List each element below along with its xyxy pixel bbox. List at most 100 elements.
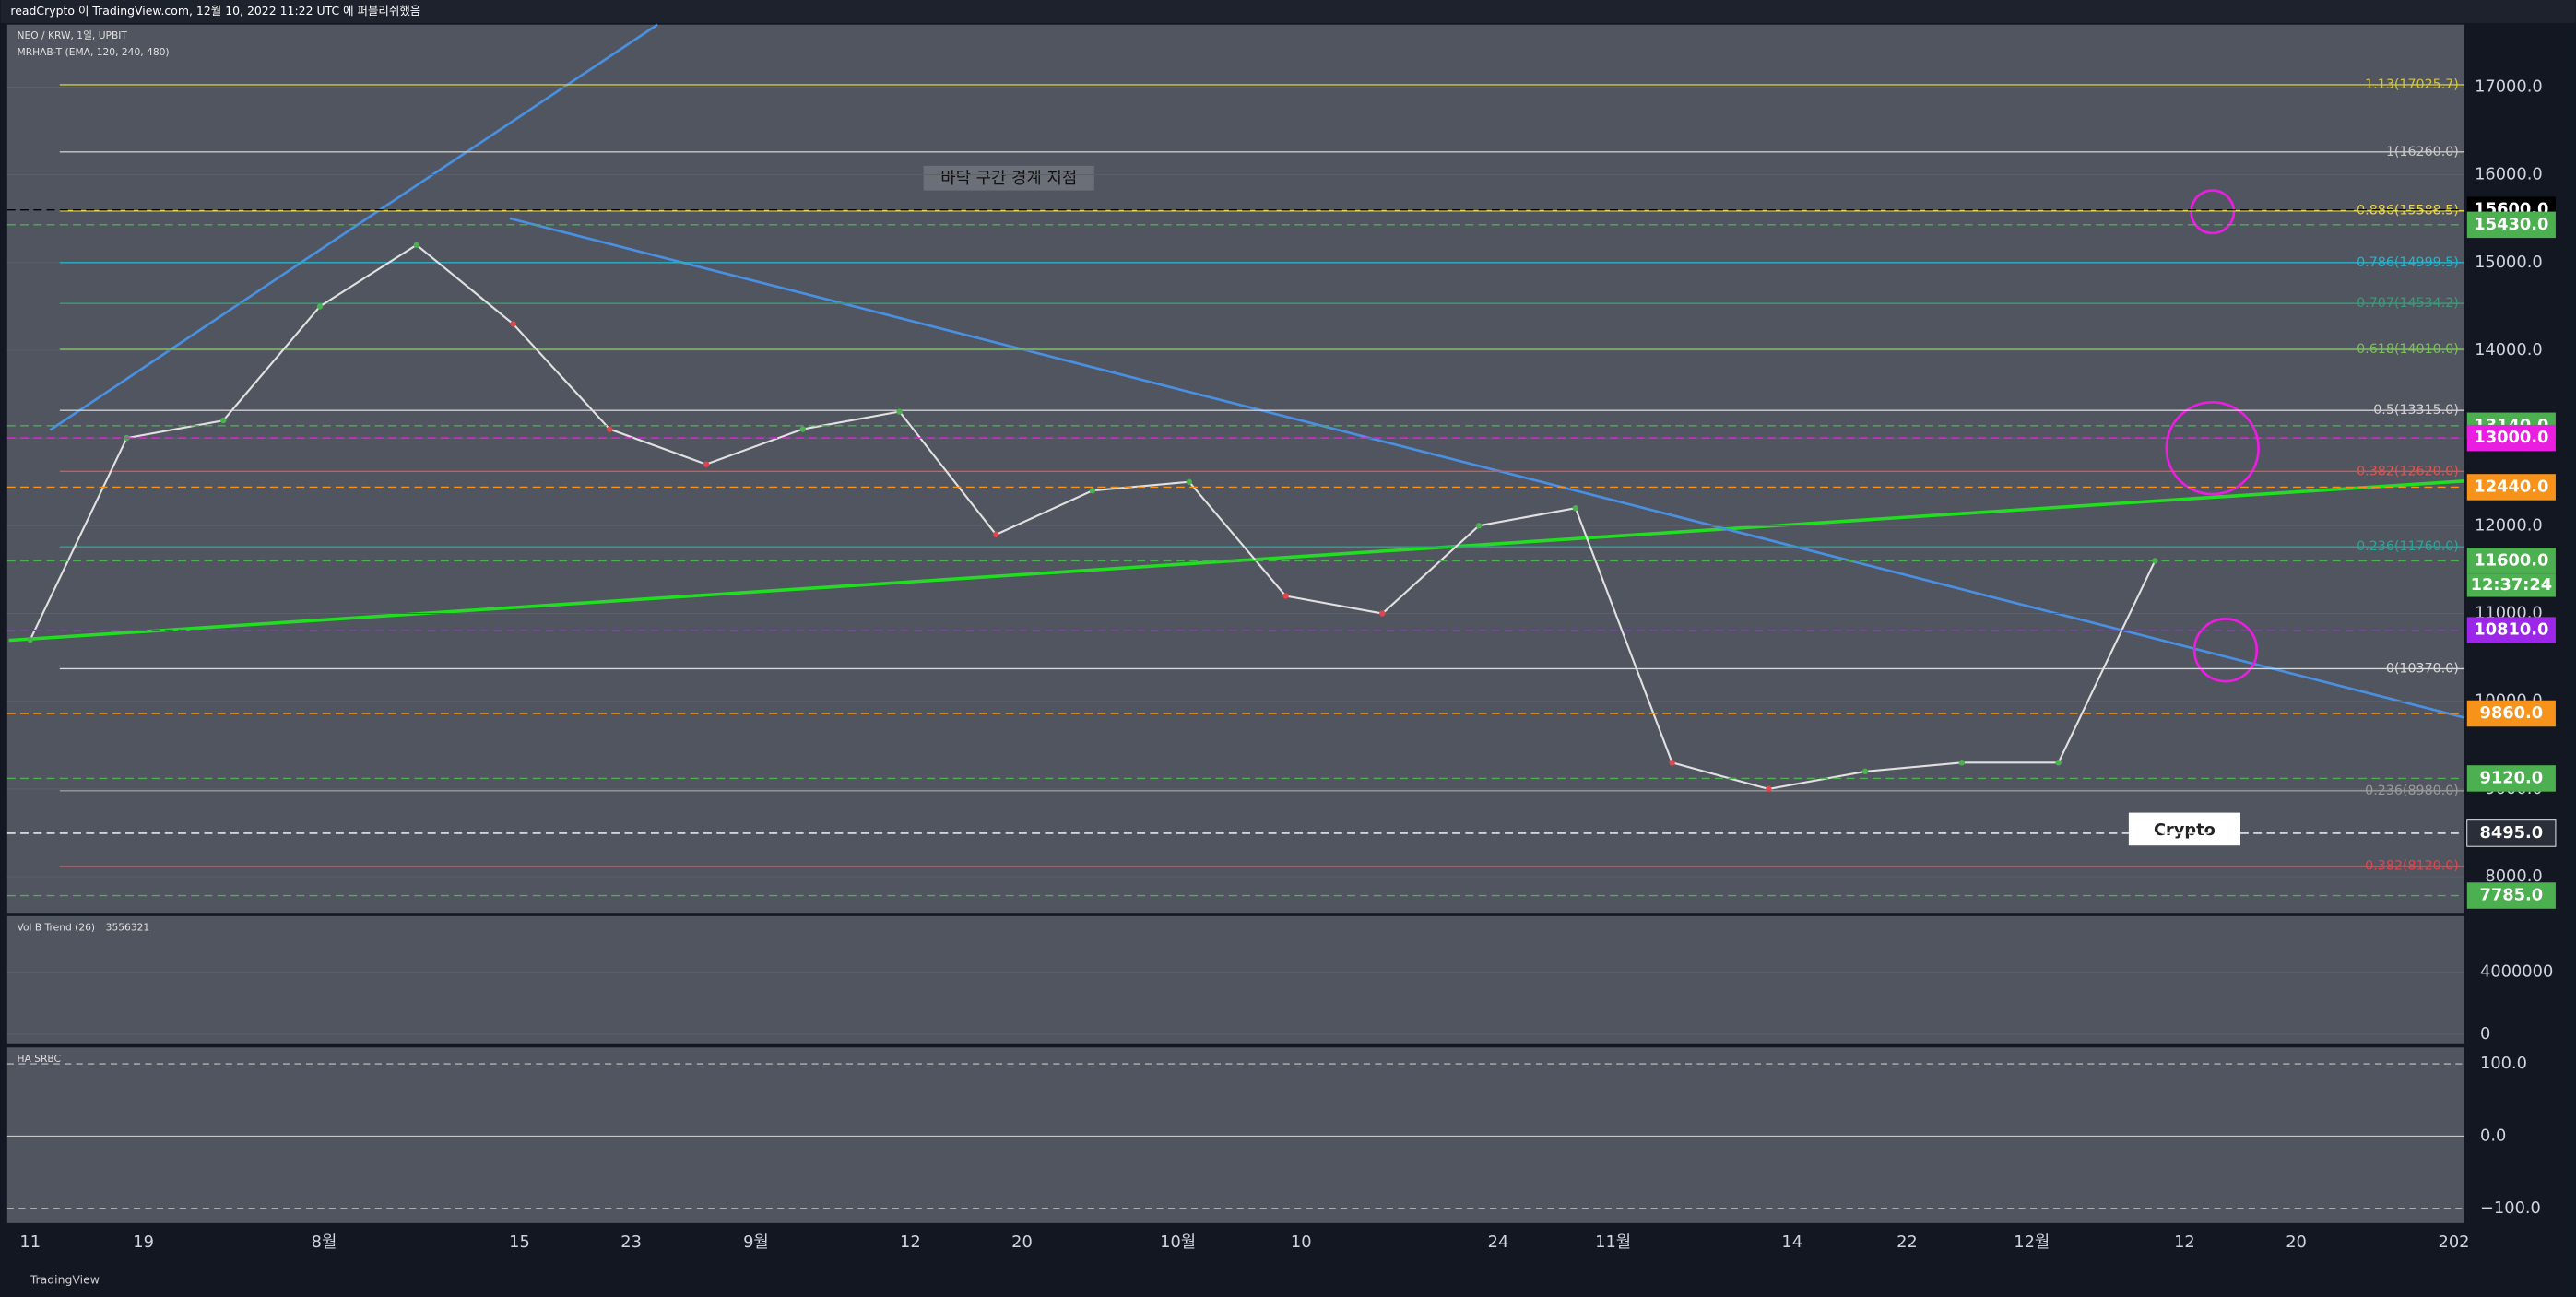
time-label: 10 — [1291, 1232, 1312, 1252]
annotation: 바닥 구간 경계 지점 — [940, 169, 1077, 188]
price-point — [413, 242, 419, 248]
price-badge — [2466, 819, 2557, 847]
watermark-logo — [2128, 812, 2240, 846]
price-badge-label: 11600.0 — [2474, 550, 2548, 570]
price-point — [1379, 610, 1386, 617]
time-label: 12 — [2174, 1232, 2195, 1252]
symbol-line: NEO / KRW, 1일, UPBIT — [17, 29, 127, 41]
fib-label: 1.13(17025.7) — [2365, 77, 2459, 92]
fib-label: 0.382(12620.0) — [2357, 464, 2459, 478]
price-badge-label: 8495.0 — [2480, 823, 2544, 843]
price-point — [896, 408, 903, 415]
watermark-text: Crypto — [2154, 820, 2216, 840]
time-label: 20 — [2286, 1232, 2307, 1252]
price-point — [510, 321, 516, 327]
highlight-circle — [2192, 618, 2259, 683]
price-point — [1475, 523, 1483, 529]
time-label: 22 — [1897, 1232, 1918, 1252]
price-point — [703, 461, 710, 467]
time-label: 11 — [19, 1232, 41, 1252]
price-point — [220, 417, 227, 424]
price-tick-label: 15000.0 — [2475, 253, 2543, 272]
price-tick-label: 8000.0 — [2485, 867, 2542, 886]
price-point — [1282, 593, 1289, 599]
trend-line — [49, 23, 658, 431]
fib-label: 0.5(13315.0) — [2373, 403, 2459, 418]
price-point — [1572, 505, 1579, 512]
price-point — [2055, 760, 2062, 766]
price-tick-label: 16000.0 — [2475, 165, 2543, 184]
price-point — [1861, 768, 1869, 775]
price-badge-label: 12440.0 — [2474, 477, 2548, 496]
oscillator-label: HA SRBC — [17, 1053, 61, 1065]
price-point — [799, 426, 806, 432]
footer-bar — [0, 1264, 2576, 1297]
time-label: 202 — [2439, 1232, 2470, 1252]
time-label: 12 — [900, 1232, 921, 1252]
price-badge — [2466, 882, 2556, 909]
fib-label: 0.886(15588.5) — [2357, 204, 2459, 218]
time-label: 19 — [133, 1232, 154, 1252]
time-label: 14 — [1781, 1232, 1802, 1252]
fib-label: 1(16260.0) — [2386, 145, 2459, 159]
time-label: 20 — [1011, 1232, 1033, 1252]
price-point — [1958, 760, 1966, 766]
time-label: 8월 — [312, 1232, 337, 1252]
time-label: 9월 — [743, 1232, 769, 1252]
header-bar — [0, 0, 2576, 23]
price-point — [316, 303, 324, 310]
time-label: 23 — [620, 1232, 642, 1252]
indicator-line: MRHAB-T (EMA, 120, 240, 480) — [17, 46, 169, 58]
price-badge — [2466, 617, 2556, 643]
price-badge-label: 15430.0 — [2474, 215, 2548, 234]
oscillator-tick-label: 100.0 — [2480, 1054, 2527, 1073]
fib-label: 0.236(11760.0) — [2357, 539, 2459, 554]
countdown: 12:37:24 — [2471, 575, 2553, 595]
time-label: 12월 — [2014, 1232, 2050, 1252]
time-label: 24 — [1488, 1232, 1509, 1252]
fib-label: 0.707(14534.2) — [2357, 296, 2459, 311]
price-badge-label: 13000.0 — [2474, 428, 2548, 447]
volume-value: 3556321 — [106, 921, 150, 933]
oscillator-tick-label: −100.0 — [2480, 1198, 2541, 1218]
fib-label: 0.618(14010.0) — [2357, 342, 2459, 357]
price-badge-label: 9860.0 — [2480, 703, 2544, 723]
oscillator-tick-label: 0.0 — [2480, 1126, 2506, 1145]
price-tick-label: 17000.0 — [2475, 77, 2543, 96]
time-label: 15 — [509, 1232, 530, 1252]
price-point — [1089, 488, 1096, 494]
highlight-circle — [2190, 189, 2236, 235]
price-point — [1186, 478, 1193, 485]
price-point — [27, 636, 33, 643]
volume-pane — [6, 915, 2464, 1044]
fib-label: -0.382(8120.0) — [2360, 859, 2459, 874]
fib-label: 0(10370.0) — [2386, 661, 2459, 676]
volume-tick-label: 4000000 — [2480, 961, 2553, 981]
price-badge — [2466, 548, 2556, 574]
price-point — [1669, 760, 1675, 766]
price-badge-label: 10810.0 — [2474, 620, 2548, 640]
price-tick-label: 14000.0 — [2475, 340, 2543, 360]
price-point — [993, 531, 999, 538]
trend-line — [509, 217, 2464, 719]
price-badge-label: 7785.0 — [2480, 886, 2544, 905]
volume-tick-label: 0 — [2480, 1024, 2490, 1043]
oscillator-pane — [6, 1047, 2464, 1223]
price-badge — [2466, 211, 2556, 239]
price-badge — [2466, 474, 2556, 501]
fib-label: 0.786(14999.5) — [2357, 255, 2459, 270]
volume-label: Vol B Trend (26) — [17, 921, 95, 933]
fib-label: -0.236(8980.0) — [2360, 784, 2459, 798]
time-label: 11월 — [1595, 1232, 1631, 1252]
main-pane — [6, 24, 2464, 914]
annotation-box — [923, 165, 1094, 191]
price-point — [607, 426, 613, 432]
footer-brand: TradingView — [30, 1273, 100, 1287]
price-badge — [2466, 424, 2556, 452]
price-badge — [2466, 700, 2556, 727]
price-tick-label: 12000.0 — [2475, 515, 2543, 535]
header-title: readCrypto 이 TradingView.com, 12월 10, 20… — [10, 4, 420, 18]
price-point — [1766, 785, 1772, 793]
